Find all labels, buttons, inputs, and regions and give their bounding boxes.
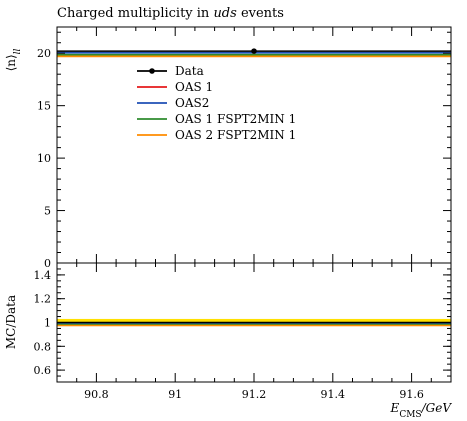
main-y-axis-label: ⟨n⟩ll <box>4 48 23 71</box>
main-y-axis-label-main: ⟨n⟩ <box>4 54 18 71</box>
ratio-y-tick-label: 0.8 <box>34 340 52 353</box>
main-frame <box>56 26 452 264</box>
ratio-y-tick-label: 1.4 <box>34 269 52 282</box>
legend-label-oas-2-fspt2min-1: OAS 2 FSPT2MIN 1 <box>175 128 296 142</box>
main-panel: 0 5 10 15 20 Data OAS 1 OAS2 OAS 1 FSPT2MIN 1 OAS… <box>37 26 452 270</box>
ratio-panel: 0.6 0.8 1 1.2 1.4 90.8 91 91.2 91.4 91.6 <box>34 262 452 401</box>
x-tick-label: 91.6 <box>399 388 424 401</box>
legend-label-oas-1-fspt2min-1: OAS 1 FSPT2MIN 1 <box>175 112 296 126</box>
x-axis-label-main: E <box>390 401 400 415</box>
chart-title-part-1: Charged multiplicity in <box>57 6 213 21</box>
legend-marker-data <box>149 68 155 74</box>
ratio-y-tick-label: 1 <box>44 317 51 330</box>
legend-label-data: Data <box>175 64 204 78</box>
main-y-tick-label: 15 <box>37 100 51 113</box>
x-axis-label-unit: /GeV <box>421 401 453 415</box>
legend-label-oas2: OAS2 <box>175 96 209 110</box>
x-axis-label-sub: CMS <box>399 410 421 420</box>
x-tick-label: 90.8 <box>84 388 109 401</box>
x-tick-label: 91 <box>168 388 182 401</box>
main-y-tick-label: 20 <box>37 47 51 60</box>
data-point <box>251 48 257 54</box>
x-axis-label: ECMS/GeV <box>390 401 453 420</box>
ratio-y-axis-label: MC/Data <box>4 295 18 349</box>
main-y-tick-label: 5 <box>44 205 51 218</box>
legend-label-oas-1: OAS 1 <box>175 80 213 94</box>
x-tick-label: 91.4 <box>321 388 346 401</box>
chart-title-part-3: events <box>237 6 284 21</box>
ratio-y-tick-label: 1.2 <box>34 293 52 306</box>
x-tick-label: 91.2 <box>242 388 267 401</box>
chart-title: Charged multiplicity in uds events <box>57 6 284 21</box>
main-y-tick-label: 0 <box>44 257 51 270</box>
ratio-y-tick-label: 0.6 <box>34 364 52 377</box>
chart-title-part-2: uds <box>213 6 237 21</box>
main-y-tick-label: 10 <box>37 152 51 165</box>
main-y-axis-label-sub: ll <box>13 48 23 54</box>
